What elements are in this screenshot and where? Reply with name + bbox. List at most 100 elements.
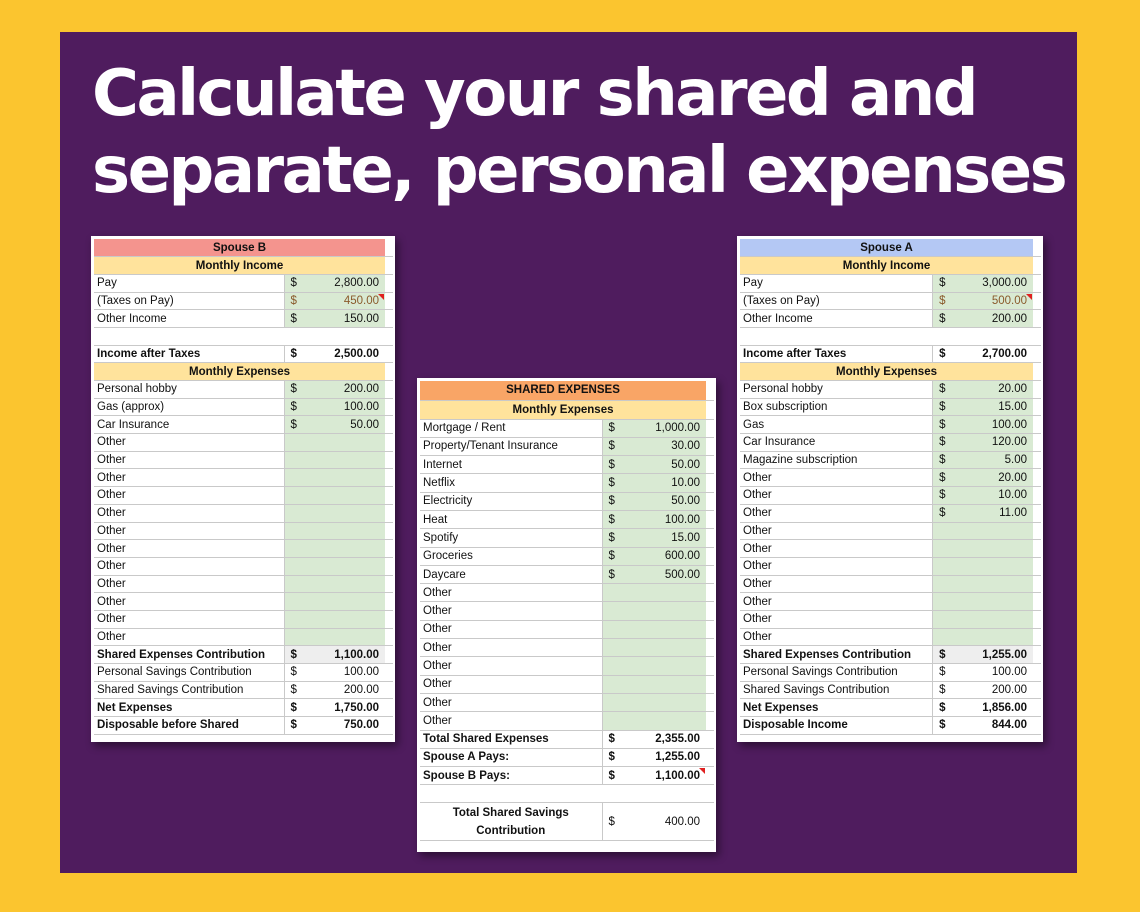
amount-cell[interactable]: 11.00 [956,504,1034,523]
currency-symbol[interactable]: $ [932,504,957,523]
margin-cell[interactable] [706,419,714,438]
amount-cell[interactable]: 500.00 [956,292,1034,311]
currency-symbol[interactable]: $ [283,716,308,735]
total-shared-savings-label[interactable]: Total Shared Savings Contribution [420,802,602,842]
row-label[interactable]: Other [740,557,933,576]
currency-symbol[interactable]: $ [932,451,957,470]
margin-cell[interactable] [706,711,714,731]
row-label[interactable]: Magazine subscription [740,451,933,470]
margin-cell[interactable] [706,583,714,603]
margin-cell[interactable] [1033,362,1041,381]
amount-cell[interactable] [956,539,1034,558]
currency-symbol[interactable]: $ [601,802,628,842]
currency-symbol[interactable] [932,610,957,629]
blank-cell[interactable] [420,784,602,804]
currency-symbol[interactable] [932,557,957,576]
amount-cell[interactable]: 100.00 [308,663,385,682]
amount-cell[interactable]: 1,750.00 [308,698,385,718]
margin-cell[interactable] [1033,415,1041,435]
row-label[interactable]: Total Shared Expenses [420,730,602,749]
row-label[interactable]: Other [740,522,933,541]
margin-cell[interactable] [1033,716,1041,735]
currency-symbol[interactable]: $ [932,415,957,435]
amount-cell[interactable] [628,638,706,658]
currency-symbol[interactable]: $ [283,274,308,293]
currency-symbol[interactable]: $ [601,437,628,457]
currency-symbol[interactable]: $ [601,748,628,768]
currency-symbol[interactable]: $ [601,492,628,511]
margin-cell[interactable] [1033,256,1041,275]
margin-cell[interactable] [706,547,714,566]
margin-cell[interactable] [1033,239,1041,258]
row-label[interactable]: (Taxes on Pay) [740,292,933,311]
amount-cell[interactable]: 400.00 [628,802,706,842]
row-label[interactable]: Other [94,486,284,505]
amount-cell[interactable]: 200.00 [956,309,1034,328]
amount-cell[interactable]: 1,856.00 [956,698,1034,718]
currency-symbol[interactable]: $ [601,730,628,749]
currency-symbol[interactable]: $ [283,681,308,700]
row-label[interactable]: Other [740,592,933,611]
row-label[interactable]: Disposable before Shared [94,716,284,735]
amount-cell[interactable]: 20.00 [956,380,1034,399]
margin-cell[interactable] [1033,451,1041,470]
margin-cell[interactable] [385,451,393,470]
currency-symbol[interactable] [283,486,308,505]
margin-cell[interactable] [385,716,393,735]
row-label[interactable]: Other [420,711,602,731]
row-label[interactable]: Personal hobby [740,380,933,399]
margin-cell[interactable] [1033,592,1041,611]
income-header[interactable]: Monthly Income [740,256,1034,275]
currency-symbol[interactable] [283,628,308,647]
amount-cell[interactable]: 2,700.00 [956,345,1034,364]
currency-symbol[interactable] [283,575,308,594]
currency-symbol[interactable] [283,504,308,523]
currency-symbol[interactable]: $ [932,309,957,328]
currency-symbol[interactable] [601,693,628,713]
margin-cell[interactable] [706,455,714,475]
amount-cell[interactable]: 500.00 [628,565,706,585]
margin-cell[interactable] [385,486,393,505]
row-label[interactable]: Other [420,620,602,640]
row-label[interactable]: Pay [740,274,933,293]
row-label[interactable]: Income after Taxes [740,345,933,364]
row-label[interactable]: Other Income [740,309,933,328]
row-label[interactable]: Property/Tenant Insurance [420,437,602,457]
currency-symbol[interactable]: $ [932,645,957,664]
currency-symbol[interactable] [932,628,957,647]
amount-cell[interactable]: 50.00 [308,415,385,435]
margin-cell[interactable] [706,381,714,401]
currency-symbol[interactable]: $ [601,565,628,585]
row-label[interactable]: Other [740,486,933,505]
row-label[interactable]: Other [94,610,284,629]
amount-cell[interactable] [956,522,1034,541]
margin-cell[interactable] [1033,468,1041,488]
currency-symbol[interactable] [283,433,308,452]
margin-cell[interactable] [385,345,393,364]
currency-symbol[interactable]: $ [932,698,957,718]
currency-symbol[interactable]: $ [283,309,308,328]
currency-symbol[interactable] [601,711,628,731]
row-label[interactable]: Other [94,451,284,470]
currency-symbol[interactable] [932,522,957,541]
row-label[interactable]: Gas [740,415,933,435]
margin-cell[interactable] [385,274,393,293]
shared-title[interactable]: SHARED EXPENSES [420,381,706,401]
row-label[interactable]: Spouse B Pays: [420,766,602,786]
amount-cell[interactable]: 10.00 [628,473,706,493]
amount-cell[interactable]: 2,800.00 [308,274,385,293]
margin-cell[interactable] [1033,575,1041,594]
currency-symbol[interactable] [283,592,308,611]
currency-symbol[interactable] [283,557,308,576]
currency-symbol[interactable] [601,601,628,621]
margin-cell[interactable] [385,398,393,417]
row-label[interactable]: Other [94,628,284,647]
amount-cell[interactable] [308,451,385,470]
row-label[interactable]: Gas (approx) [94,398,284,417]
spouse_a-title[interactable]: Spouse A [740,239,1034,258]
margin-cell[interactable] [1033,433,1041,452]
blank-cell[interactable] [628,784,706,804]
currency-symbol[interactable]: $ [283,345,308,364]
currency-symbol[interactable]: $ [283,415,308,435]
margin-cell[interactable] [385,522,393,541]
